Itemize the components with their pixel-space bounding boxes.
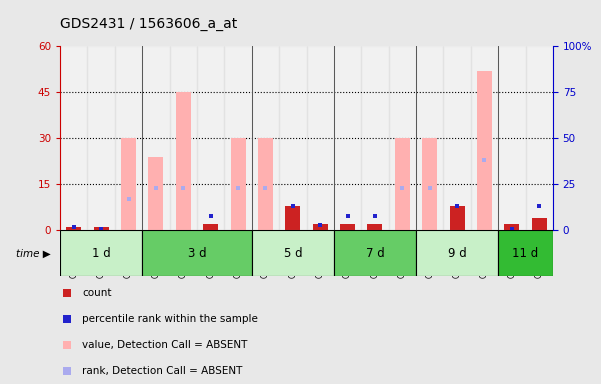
Bar (334, 46, 361, 230)
Bar (504, 224, 519, 230)
Bar (416, 46, 444, 230)
Bar (203, 224, 218, 230)
Text: count: count (82, 288, 112, 298)
Text: 5 d: 5 d (284, 247, 302, 260)
Text: GDS2431 / 1563606_a_at: GDS2431 / 1563606_a_at (60, 17, 237, 31)
Bar (224, 46, 252, 230)
Bar (121, 138, 136, 230)
Bar (389, 46, 416, 230)
Text: time ▶: time ▶ (16, 248, 51, 258)
Bar (60, 46, 88, 230)
Bar (66, 227, 81, 230)
Bar (450, 206, 465, 230)
Bar (525, 46, 553, 230)
Bar (532, 218, 547, 230)
Bar (416, 230, 498, 276)
Bar (231, 138, 246, 230)
Bar (142, 46, 169, 230)
Text: 11 d: 11 d (513, 247, 538, 260)
Bar (88, 46, 115, 230)
Bar (142, 230, 252, 276)
Bar (115, 46, 142, 230)
Bar (334, 230, 416, 276)
Bar (477, 71, 492, 230)
Bar (148, 157, 163, 230)
Bar (169, 46, 197, 230)
Bar (94, 227, 109, 230)
Bar (498, 230, 553, 276)
Text: 3 d: 3 d (188, 247, 206, 260)
Bar (307, 46, 334, 230)
Bar (197, 46, 224, 230)
Bar (252, 46, 279, 230)
Bar (444, 46, 471, 230)
Bar (285, 206, 300, 230)
Bar (422, 138, 438, 230)
Bar (313, 224, 328, 230)
Bar (279, 46, 307, 230)
Bar (395, 138, 410, 230)
Text: 7 d: 7 d (365, 247, 384, 260)
Bar (367, 224, 382, 230)
Text: percentile rank within the sample: percentile rank within the sample (82, 314, 258, 324)
Bar (361, 46, 389, 230)
Bar (340, 224, 355, 230)
Bar (498, 46, 525, 230)
Bar (258, 138, 273, 230)
Bar (471, 46, 498, 230)
Bar (60, 230, 142, 276)
Bar (252, 230, 334, 276)
Text: 1 d: 1 d (92, 247, 111, 260)
Text: rank, Detection Call = ABSENT: rank, Detection Call = ABSENT (82, 366, 243, 376)
Text: value, Detection Call = ABSENT: value, Detection Call = ABSENT (82, 340, 248, 350)
Bar (175, 92, 191, 230)
Text: 9 d: 9 d (448, 247, 466, 260)
